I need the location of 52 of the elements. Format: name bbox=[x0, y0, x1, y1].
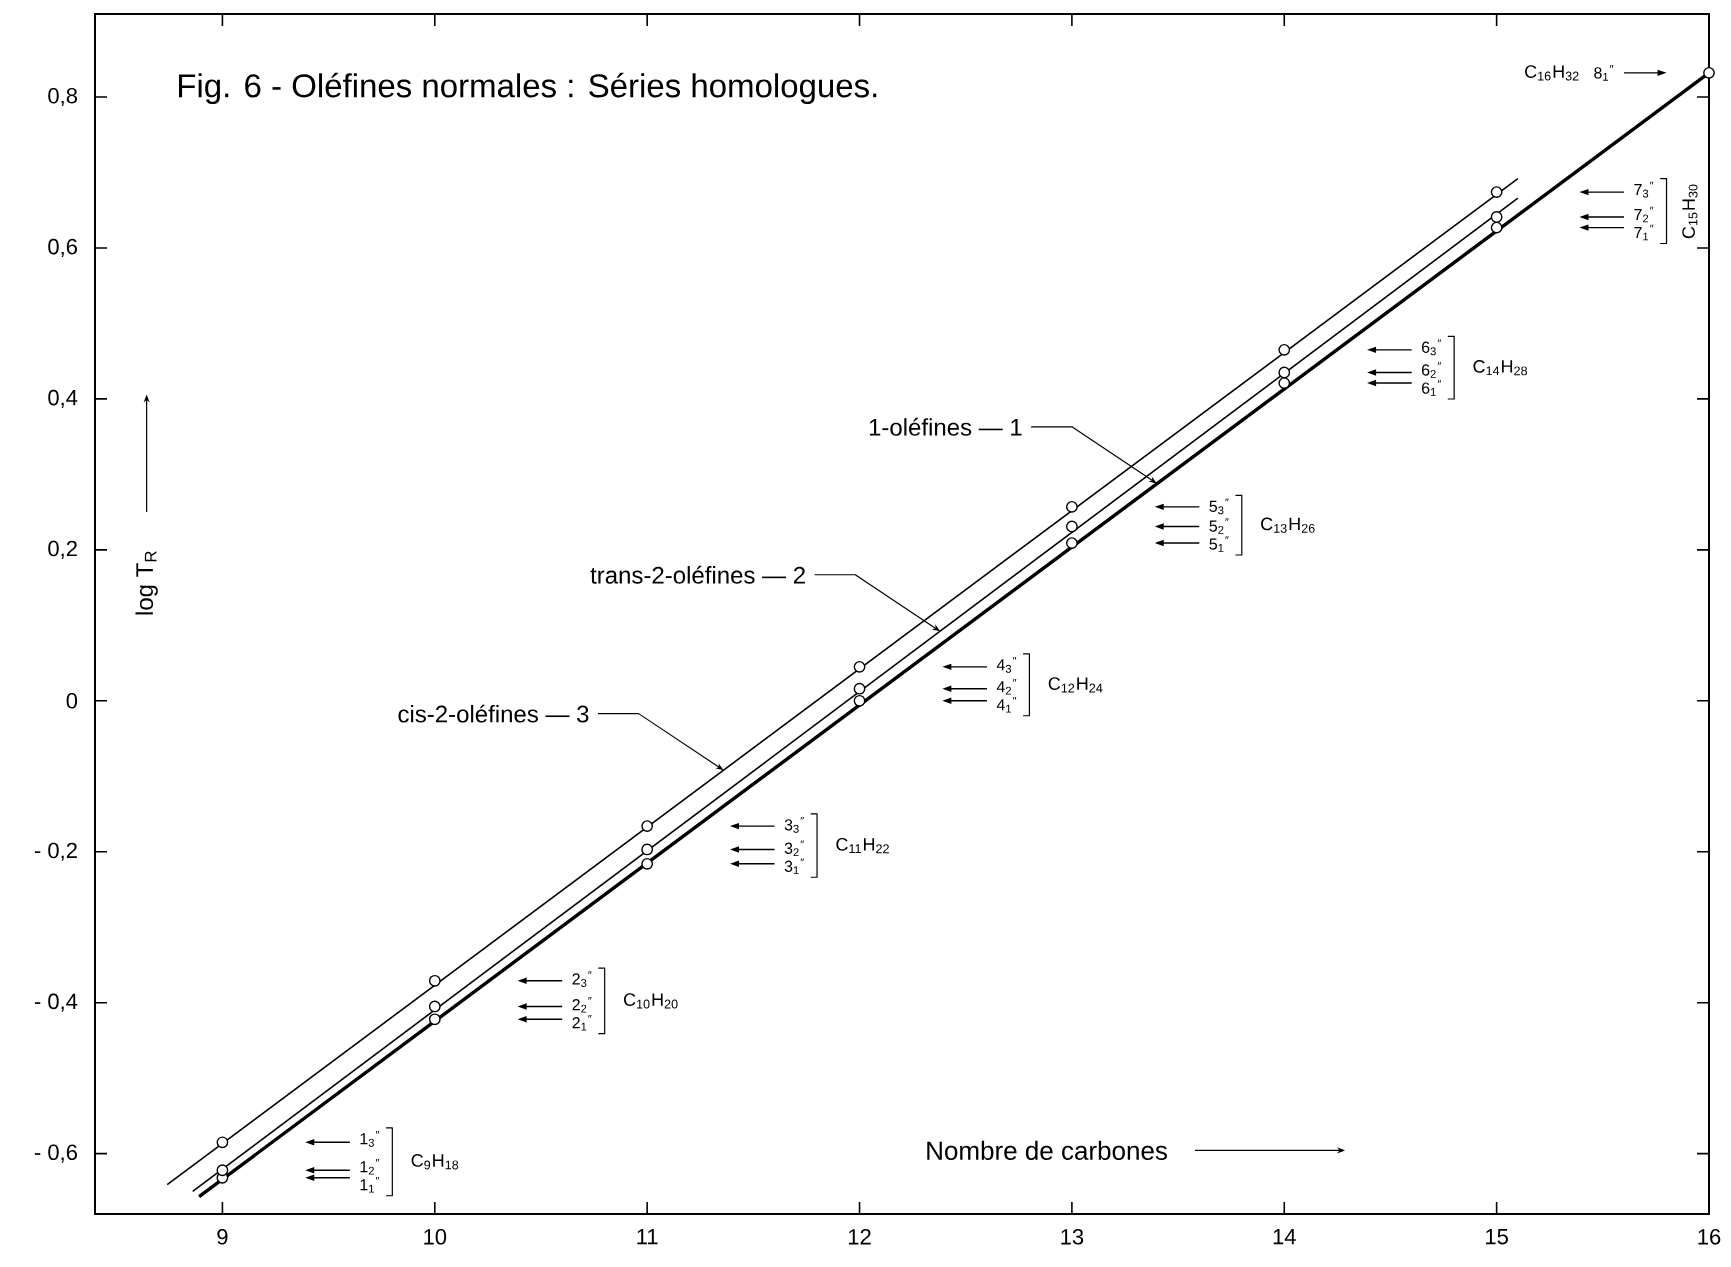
annotation: 2$_{2}$″ bbox=[572, 996, 592, 1013]
text: Fig. 6 - Oléfines normales : Séries homologues. bbox=[179, 72, 877, 105]
x-tick-label: 14 bbox=[1273, 1229, 1296, 1245]
annotation: 6$_{1}$″ bbox=[1421, 380, 1442, 396]
annotation: 1$_{2}$″ bbox=[360, 1158, 380, 1175]
annotation: 7$_{1}$″ bbox=[1634, 224, 1654, 241]
annotation: 6$_{2}$″ bbox=[1421, 362, 1442, 378]
y-tick-label: - 0,2 bbox=[34, 842, 77, 861]
annotation: 4$_{2}$″ bbox=[996, 678, 1017, 695]
annotation: C$_{14}$H$_{28}$ bbox=[1473, 360, 1528, 376]
y-tick-label: 0,2 bbox=[48, 540, 77, 559]
annotation: C$_{12}$H$_{24}$ bbox=[1048, 677, 1103, 693]
y-axis-title: log T$_{R}$ bbox=[135, 551, 158, 615]
y-tick-label: 0,6 bbox=[48, 238, 78, 258]
annotation: 1$_{1}$″ bbox=[360, 1176, 380, 1193]
annotation: trans-2-oléfines — 2 bbox=[590, 565, 805, 584]
y-tick-label: 0 bbox=[66, 692, 78, 709]
annotation: 3$_{3}$″ bbox=[784, 817, 804, 833]
annotation: 6$_{3}$″ bbox=[1421, 339, 1442, 356]
annotation: 2$_{3}$″ bbox=[572, 971, 592, 987]
x-tick-label: 16 bbox=[1698, 1229, 1721, 1245]
y-tick-label: - 0,6 bbox=[34, 1144, 77, 1163]
annotation: C$_{13}$H$_{26}$ bbox=[1261, 517, 1315, 533]
annotation: C$_{16}$H$_{32}$ bbox=[1525, 65, 1579, 81]
annotation: 5$_{2}$″ bbox=[1209, 518, 1229, 534]
x-tick-label: 15 bbox=[1486, 1229, 1508, 1245]
x-tick-label: 9 bbox=[217, 1229, 228, 1245]
annotation: cis-2-oléfines — 3 bbox=[398, 704, 589, 723]
annotation: 1$_{3}$″ bbox=[360, 1130, 380, 1147]
x-tick-label: 10 bbox=[424, 1229, 447, 1245]
annotation: 7$_{3}$″ bbox=[1634, 181, 1654, 198]
annotation: 5$_{1}$″ bbox=[1209, 536, 1229, 552]
y-tick-label: 0,4 bbox=[48, 389, 78, 408]
x-axis-title: Nombre de carbones bbox=[927, 1140, 1167, 1160]
x-tick-label: 11 bbox=[637, 1229, 658, 1245]
annotation: 5$_{3}$″ bbox=[1209, 498, 1229, 515]
annotation: C$_{10}$H$_{20}$ bbox=[623, 993, 678, 1009]
x-tick-label: 12 bbox=[848, 1229, 871, 1245]
annotation: C$_{11}$H$_{22}$ bbox=[836, 837, 889, 854]
x-tick-label: 13 bbox=[1061, 1229, 1084, 1245]
annotation: 1-oléfines — 1 bbox=[869, 417, 1022, 436]
y-tick-label: - 0,4 bbox=[34, 993, 78, 1012]
annotation: 2$_{1}$″ bbox=[572, 1015, 592, 1031]
annotation: C$_{9}$H$_{18}$ bbox=[411, 1154, 459, 1170]
annotation: 3$_{1}$″ bbox=[784, 858, 804, 874]
y-tick-label: 0,8 bbox=[48, 87, 78, 107]
annotation: 4$_{3}$″ bbox=[996, 657, 1017, 673]
annotation: 3$_{2}$″ bbox=[784, 840, 804, 857]
annotation: 4$_{1}$″ bbox=[996, 696, 1017, 713]
annotation: 8$_{1}$″ bbox=[1594, 65, 1614, 81]
annotation: C$_{15}$H$_{30}$ bbox=[1682, 184, 1698, 239]
annotation: 7$_{2}$″ bbox=[1634, 206, 1654, 223]
